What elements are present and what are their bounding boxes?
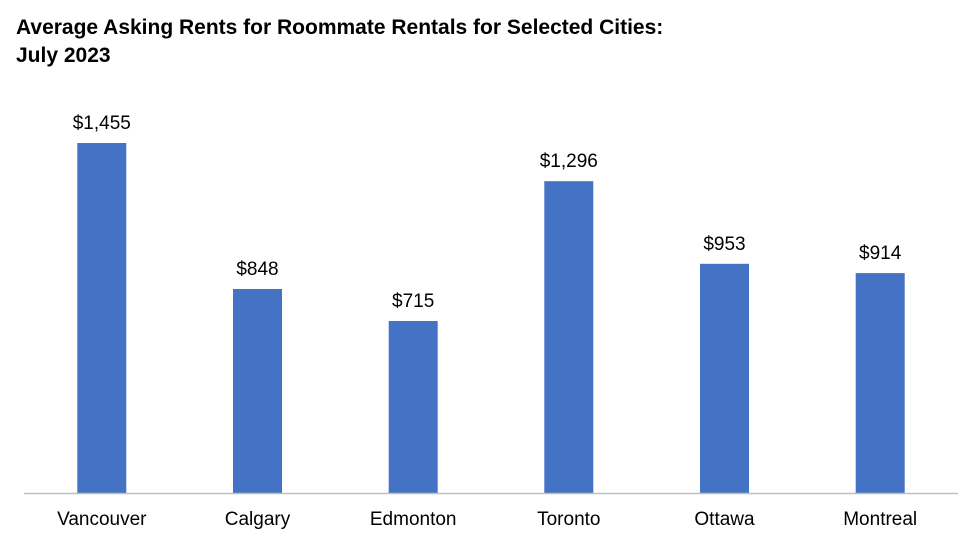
category-label-montreal: Montreal [843, 509, 917, 530]
bar-montreal [855, 273, 905, 493]
category-label-vancouver: Vancouver [57, 509, 147, 530]
value-label-vancouver: $1,455 [73, 113, 131, 134]
category-label-edmonton: Edmonton [370, 509, 457, 530]
bars-group [77, 143, 905, 493]
value-label-montreal: $914 [859, 243, 902, 264]
category-labels-group: Vancouver Calgary Edmonton Toronto Ottawa Mon… [57, 509, 917, 530]
value-labels-group: $1,455 $848 $715 $1,296 $953 $914 [73, 113, 902, 312]
value-label-ottawa: $953 [703, 234, 745, 255]
value-label-edmonton: $715 [392, 291, 434, 312]
bar-vancouver [77, 143, 127, 493]
category-label-calgary: Calgary [225, 509, 291, 530]
chart-title-line-2: July 2023 [16, 44, 111, 67]
category-label-toronto: Toronto [537, 509, 600, 530]
chart-title-line-1: Average Asking Rents for Roommate Rental… [16, 16, 664, 39]
bar-edmonton [388, 321, 438, 493]
bar-calgary [233, 289, 282, 493]
chart-title: Average Asking Rents for Roommate Rental… [16, 14, 916, 70]
bar-ottawa [700, 263, 749, 493]
category-label-ottawa: Ottawa [694, 509, 755, 530]
value-label-calgary: $848 [236, 259, 278, 280]
bar-toronto [544, 181, 594, 493]
value-label-toronto: $1,296 [540, 151, 598, 172]
